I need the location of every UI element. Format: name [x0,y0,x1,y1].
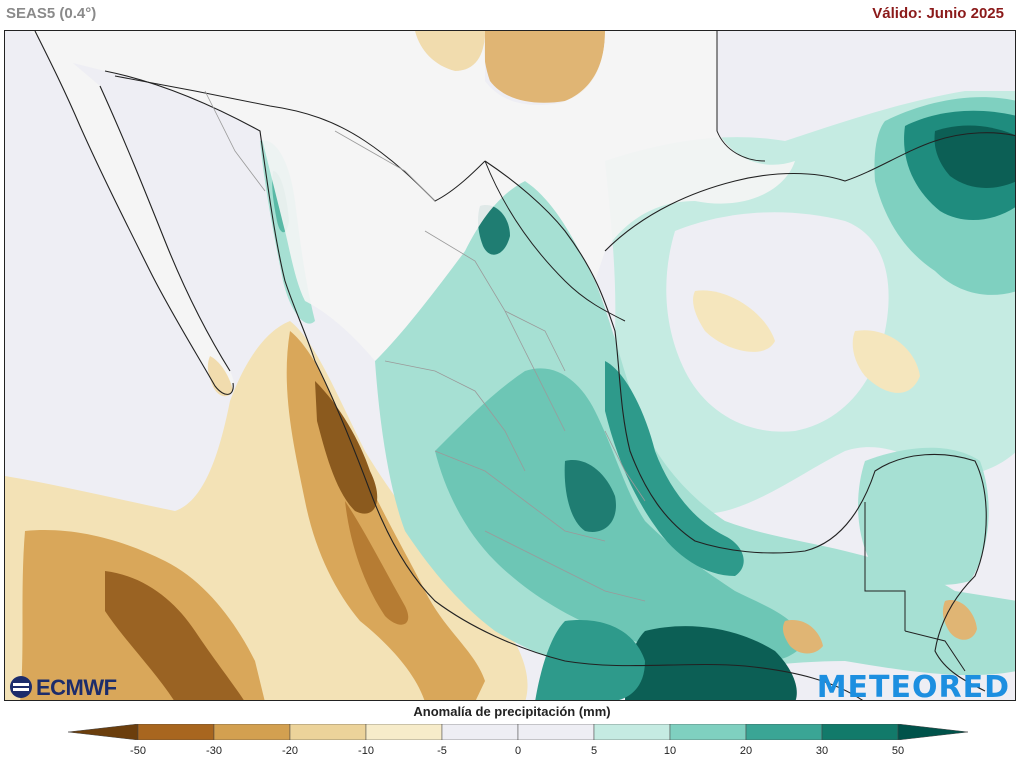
state-borders [204,90,646,602]
central-america-dry [782,620,823,654]
colorbar-tick-label: 30 [815,745,829,757]
colorbar-legend: Anomalía de precipitación (mm) -50 -30 -20… [0,702,1024,761]
colorbar-bin-max [897,724,968,740]
yucatan-dry-spot [942,600,977,640]
colorbar-tick-label: -20 [282,745,298,757]
colorbar-tick-label: 5 [590,745,598,757]
coastlines [34,31,1015,700]
baja-tip-dry [207,356,233,397]
dry-core-coast [315,381,378,514]
wet-south-medium [535,620,645,700]
north-dry-patch-light [415,31,485,71]
colorbar-tick-label: -5 [437,745,447,757]
map-header: SEAS5 (0.4°) Válido: Junio 2025 [0,0,1024,30]
colorbar-bin [745,724,823,740]
gulf-dry-spot-2 [852,330,920,393]
ecmwf-logo-text: ECMWF [36,675,117,700]
colorbar-tick-label: 50 [891,745,905,757]
mexico-wet-medium [435,368,805,663]
gulf-dry-spot [693,290,775,352]
gulf-neutral-inner [666,212,889,432]
yucatan-wet [858,447,989,585]
meteored-logo: METEORED [816,670,1010,705]
colorbar-tick-label: -10 [358,745,374,757]
country-borders [114,31,966,672]
colorbar-bin [669,724,747,740]
legend-title: Anomalía de precipitación (mm) [413,704,611,719]
gulf-east-wet-core [934,125,1015,188]
colorbar-tick-label: -50 [130,745,146,757]
wet-core-central [564,460,616,532]
dry-core-coast-2 [345,501,409,625]
north-dry-patch [483,31,605,103]
land-north-us [30,31,795,361]
precipitation-anomaly-map [4,30,1016,701]
colorbar-bin [213,724,291,740]
colorbar-bin [593,724,671,740]
map-canvas [5,31,1015,700]
colorbar-tick-label: 10 [663,745,677,757]
valid-date-label: Válido: Junio 2025 [872,5,1004,22]
colorbar-bin [821,724,899,740]
colorbar-tick-label: 0 [514,745,522,757]
baja-california [35,31,235,394]
dry-core-pacific [105,571,244,700]
colorbar-bin-min [68,724,139,740]
gulf-coast-wet-strong [605,361,744,576]
colorbar-tick-label: -30 [206,745,222,757]
colorbar-bin [365,724,443,740]
ecmwf-logo: ECMWF [10,675,117,701]
wet-core-northeast [478,205,510,255]
colorbar [68,724,968,740]
model-label: SEAS5 (0.4°) [6,5,97,22]
colorbar-bin [137,724,215,740]
colorbar-tick-label: 20 [739,745,753,757]
ecmwf-logo-icon [10,676,32,698]
colorbar-bin [289,724,367,740]
colorbar-bin [517,724,595,740]
colorbar-bin [441,724,519,740]
wet-core-south [625,626,797,700]
